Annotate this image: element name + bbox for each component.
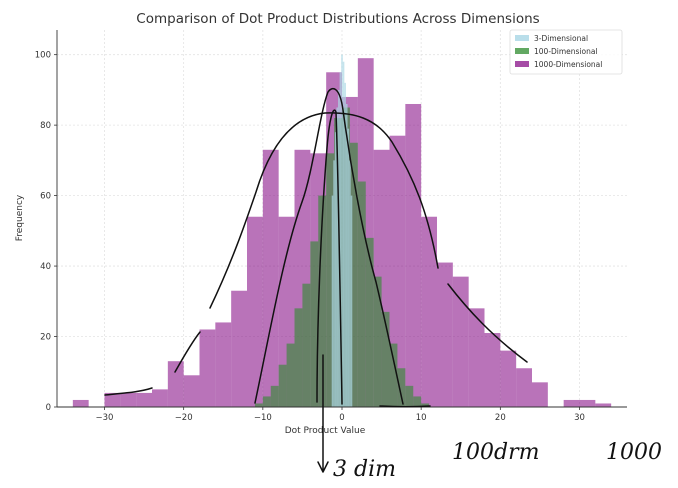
bar-100-dimensional xyxy=(310,241,319,407)
bar-100-dimensional xyxy=(294,308,303,407)
bar-1000-dimensional xyxy=(516,368,532,407)
y-tick-label: 60 xyxy=(40,192,51,202)
bar-1000-dimensional xyxy=(104,392,121,407)
bar-1000-dimensional xyxy=(136,392,152,407)
bar-1000-dimensional xyxy=(532,382,548,407)
bar-100-dimensional xyxy=(397,368,406,407)
bar-100-dimensional xyxy=(349,142,358,407)
bar-100-dimensional xyxy=(373,276,382,407)
y-tick-label: 0 xyxy=(46,403,51,413)
bar-1000-dimensional xyxy=(199,329,216,407)
bar-3-dimensional xyxy=(350,195,353,407)
bar-1000-dimensional xyxy=(262,149,279,408)
bar-1000-dimensional xyxy=(421,216,437,407)
legend-swatch-1000-dimensional xyxy=(515,61,529,67)
bar-3-dimensional xyxy=(342,61,345,408)
y-axis-label: Frequency xyxy=(15,194,25,241)
x-tick-label: 10 xyxy=(416,413,427,423)
bar-100-dimensional xyxy=(318,195,327,407)
bar-1000-dimensional xyxy=(183,375,200,407)
handwritten-label-100-dim: 100drm xyxy=(452,440,539,465)
bar-100-dimensional xyxy=(262,396,271,407)
bar-100-dimensional xyxy=(405,385,414,407)
y-tick-label: 100 xyxy=(35,51,51,61)
legend-box xyxy=(509,29,623,75)
bar-3-dimensional xyxy=(334,132,337,408)
bar-3-dimensional xyxy=(341,54,343,408)
legend-label-100-dimensional: 100-Dimensional xyxy=(534,47,598,56)
bar-3-dimensional xyxy=(345,103,348,407)
bar-100-dimensional xyxy=(365,237,374,407)
handwritten-curve-3-dim xyxy=(316,109,343,405)
bar-1000-dimensional xyxy=(231,290,247,407)
bar-100-dimensional xyxy=(326,153,335,407)
legend-swatch-100-dimensional xyxy=(515,48,529,54)
bar-1000-dimensional xyxy=(437,262,453,407)
legend: 3-Dimensional 100-Dimensional 1000-Dimen… xyxy=(509,29,623,75)
bar-1000-dimensional xyxy=(247,216,263,407)
handwritten-annotations xyxy=(104,88,528,473)
handwritten-label-1000: 1000 xyxy=(606,440,662,465)
bar-1000-dimensional xyxy=(579,399,596,407)
x-axis-label: Dot Product Value xyxy=(285,426,366,436)
bar-100-dimensional xyxy=(389,343,398,407)
handwritten-curve-100-dim xyxy=(254,88,404,405)
histogram-bars xyxy=(72,54,612,408)
bar-1000-dimensional xyxy=(452,276,469,407)
y-tick-label: 20 xyxy=(40,333,51,343)
bar-3-dimensional xyxy=(331,195,334,407)
y-tick-label: 40 xyxy=(40,262,51,272)
bar-1000-dimensional xyxy=(167,361,184,407)
x-tick-label: −30 xyxy=(96,413,114,423)
bar-3-dimensional xyxy=(336,107,339,408)
chart-title: Comparison of Dot Product Distributions … xyxy=(136,11,539,27)
y-tick-label: 80 xyxy=(40,121,51,131)
bar-100-dimensional xyxy=(413,396,422,407)
legend-swatch-3-dimensional xyxy=(515,35,529,41)
bar-3-dimensional xyxy=(344,82,346,407)
x-tick-label: 0 xyxy=(339,413,344,423)
bar-3-dimensional xyxy=(347,128,350,407)
legend-label-3-dimensional: 3-Dimensional xyxy=(534,34,588,43)
handwritten-label-3-dim: 3 dim xyxy=(333,457,396,482)
bar-100-dimensional xyxy=(357,181,366,407)
bar-1000-dimensional xyxy=(120,392,137,407)
bar-100-dimensional xyxy=(286,343,295,407)
bar-1000-dimensional xyxy=(72,399,89,407)
x-tick-label: 20 xyxy=(495,413,506,423)
bar-100-dimensional xyxy=(302,283,311,407)
bar-3-dimensional xyxy=(349,160,351,407)
bar-1000-dimensional xyxy=(389,135,406,407)
bar-1000-dimensional xyxy=(563,399,580,407)
handwritten-curve-1000-dim xyxy=(104,112,439,396)
bar-1000-dimensional xyxy=(152,389,168,407)
handwritten-baseline-stroke xyxy=(379,405,431,408)
x-tick-label: −10 xyxy=(254,413,272,423)
axis-ticks: −30 −20 −10 0 10 20 30 0 20 40 60 80 100 xyxy=(35,51,585,423)
bar-100-dimensional xyxy=(270,385,279,407)
bar-1000-dimensional xyxy=(468,308,485,407)
legend-label-1000-dimensional: 1000-Dimensional xyxy=(534,60,602,69)
bar-100-dimensional xyxy=(278,364,287,407)
bar-100-dimensional xyxy=(421,403,430,407)
bar-1000-dimensional xyxy=(595,403,612,407)
x-tick-label: −20 xyxy=(175,413,193,423)
bar-100-dimensional xyxy=(381,311,390,407)
handwritten-arrow-3-dim xyxy=(317,354,329,473)
bar-1000-dimensional xyxy=(405,103,422,407)
bar-3-dimensional xyxy=(333,160,335,407)
bar-1000-dimensional xyxy=(484,333,501,407)
bar-3-dimensional xyxy=(339,72,342,408)
bar-100-dimensional xyxy=(254,403,263,407)
bar-1000-dimensional xyxy=(215,322,232,407)
bar-1000-dimensional xyxy=(500,350,517,407)
handwritten-curve-1000-dim-tail xyxy=(447,283,528,363)
x-tick-label: 30 xyxy=(574,413,585,423)
